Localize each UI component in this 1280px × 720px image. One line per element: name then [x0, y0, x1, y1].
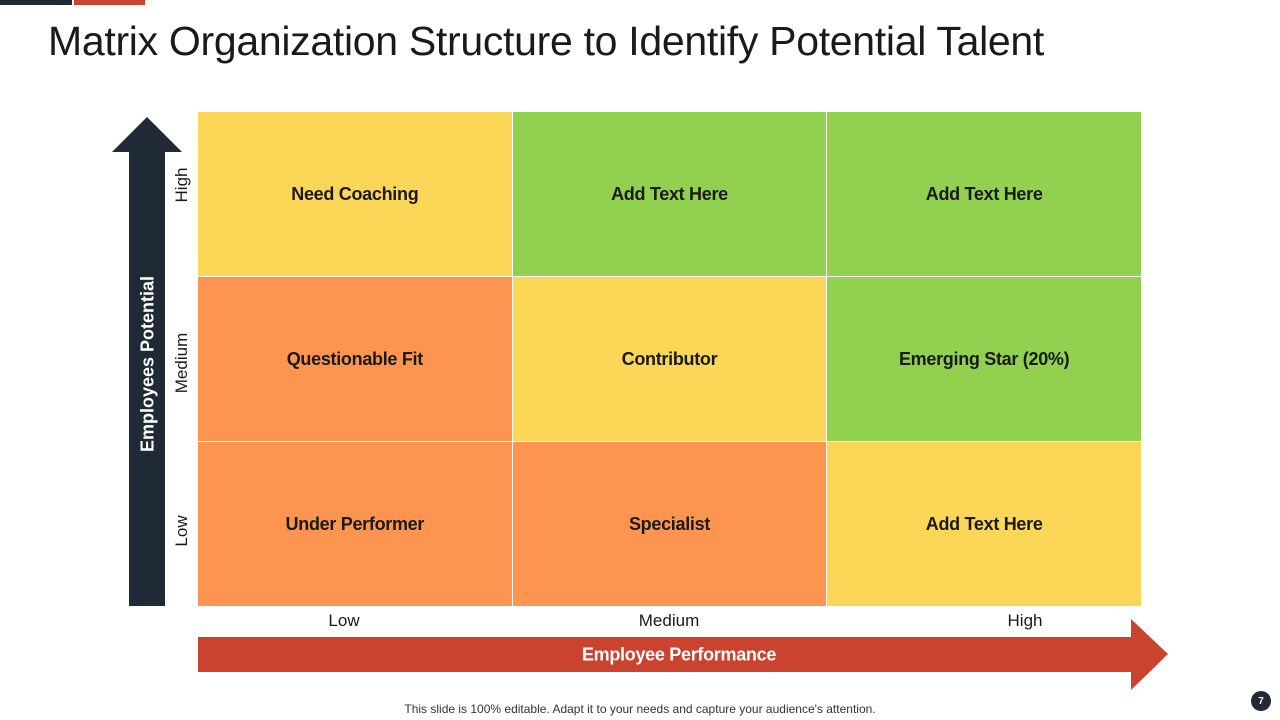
- x-tick-high: High: [1007, 611, 1043, 630]
- vertical-arrow-icon: [112, 117, 182, 606]
- top-accent-bar-red: [74, 0, 145, 5]
- talent-matrix: Need Coaching Add Text Here Add Text Her…: [198, 112, 1141, 606]
- x-axis-label: Employee Performance: [581, 644, 777, 665]
- y-axis-label: Employees Potential: [137, 275, 158, 453]
- matrix-cell-medium-low: Questionable Fit: [198, 277, 512, 441]
- matrix-cell-low-low: Under Performer: [198, 442, 512, 606]
- slide-title: Matrix Organization Structure to Identif…: [48, 18, 1044, 64]
- y-tick-medium: Medium: [172, 332, 191, 394]
- x-tick-low: Low: [328, 611, 360, 630]
- matrix-cell-medium-high: Emerging Star (20%): [827, 277, 1141, 441]
- matrix-cell-low-high: Add Text Here: [827, 442, 1141, 606]
- footer-note: This slide is 100% editable. Adapt it to…: [404, 702, 876, 716]
- x-tick-medium: Medium: [638, 611, 700, 630]
- page-number: 7: [1251, 691, 1271, 711]
- y-tick-high: High: [172, 167, 191, 203]
- matrix-cell-high-high: Add Text Here: [827, 112, 1141, 276]
- matrix-cell-high-low: Need Coaching: [198, 112, 512, 276]
- matrix-cell-medium-medium: Contributor: [512, 277, 827, 441]
- top-accent-bar-dark: [0, 0, 72, 5]
- matrix-cell-low-medium: Specialist: [512, 442, 827, 606]
- y-tick-low: Low: [172, 515, 191, 547]
- horizontal-arrow-icon: [198, 619, 1168, 690]
- matrix-cell-high-medium: Add Text Here: [512, 112, 827, 276]
